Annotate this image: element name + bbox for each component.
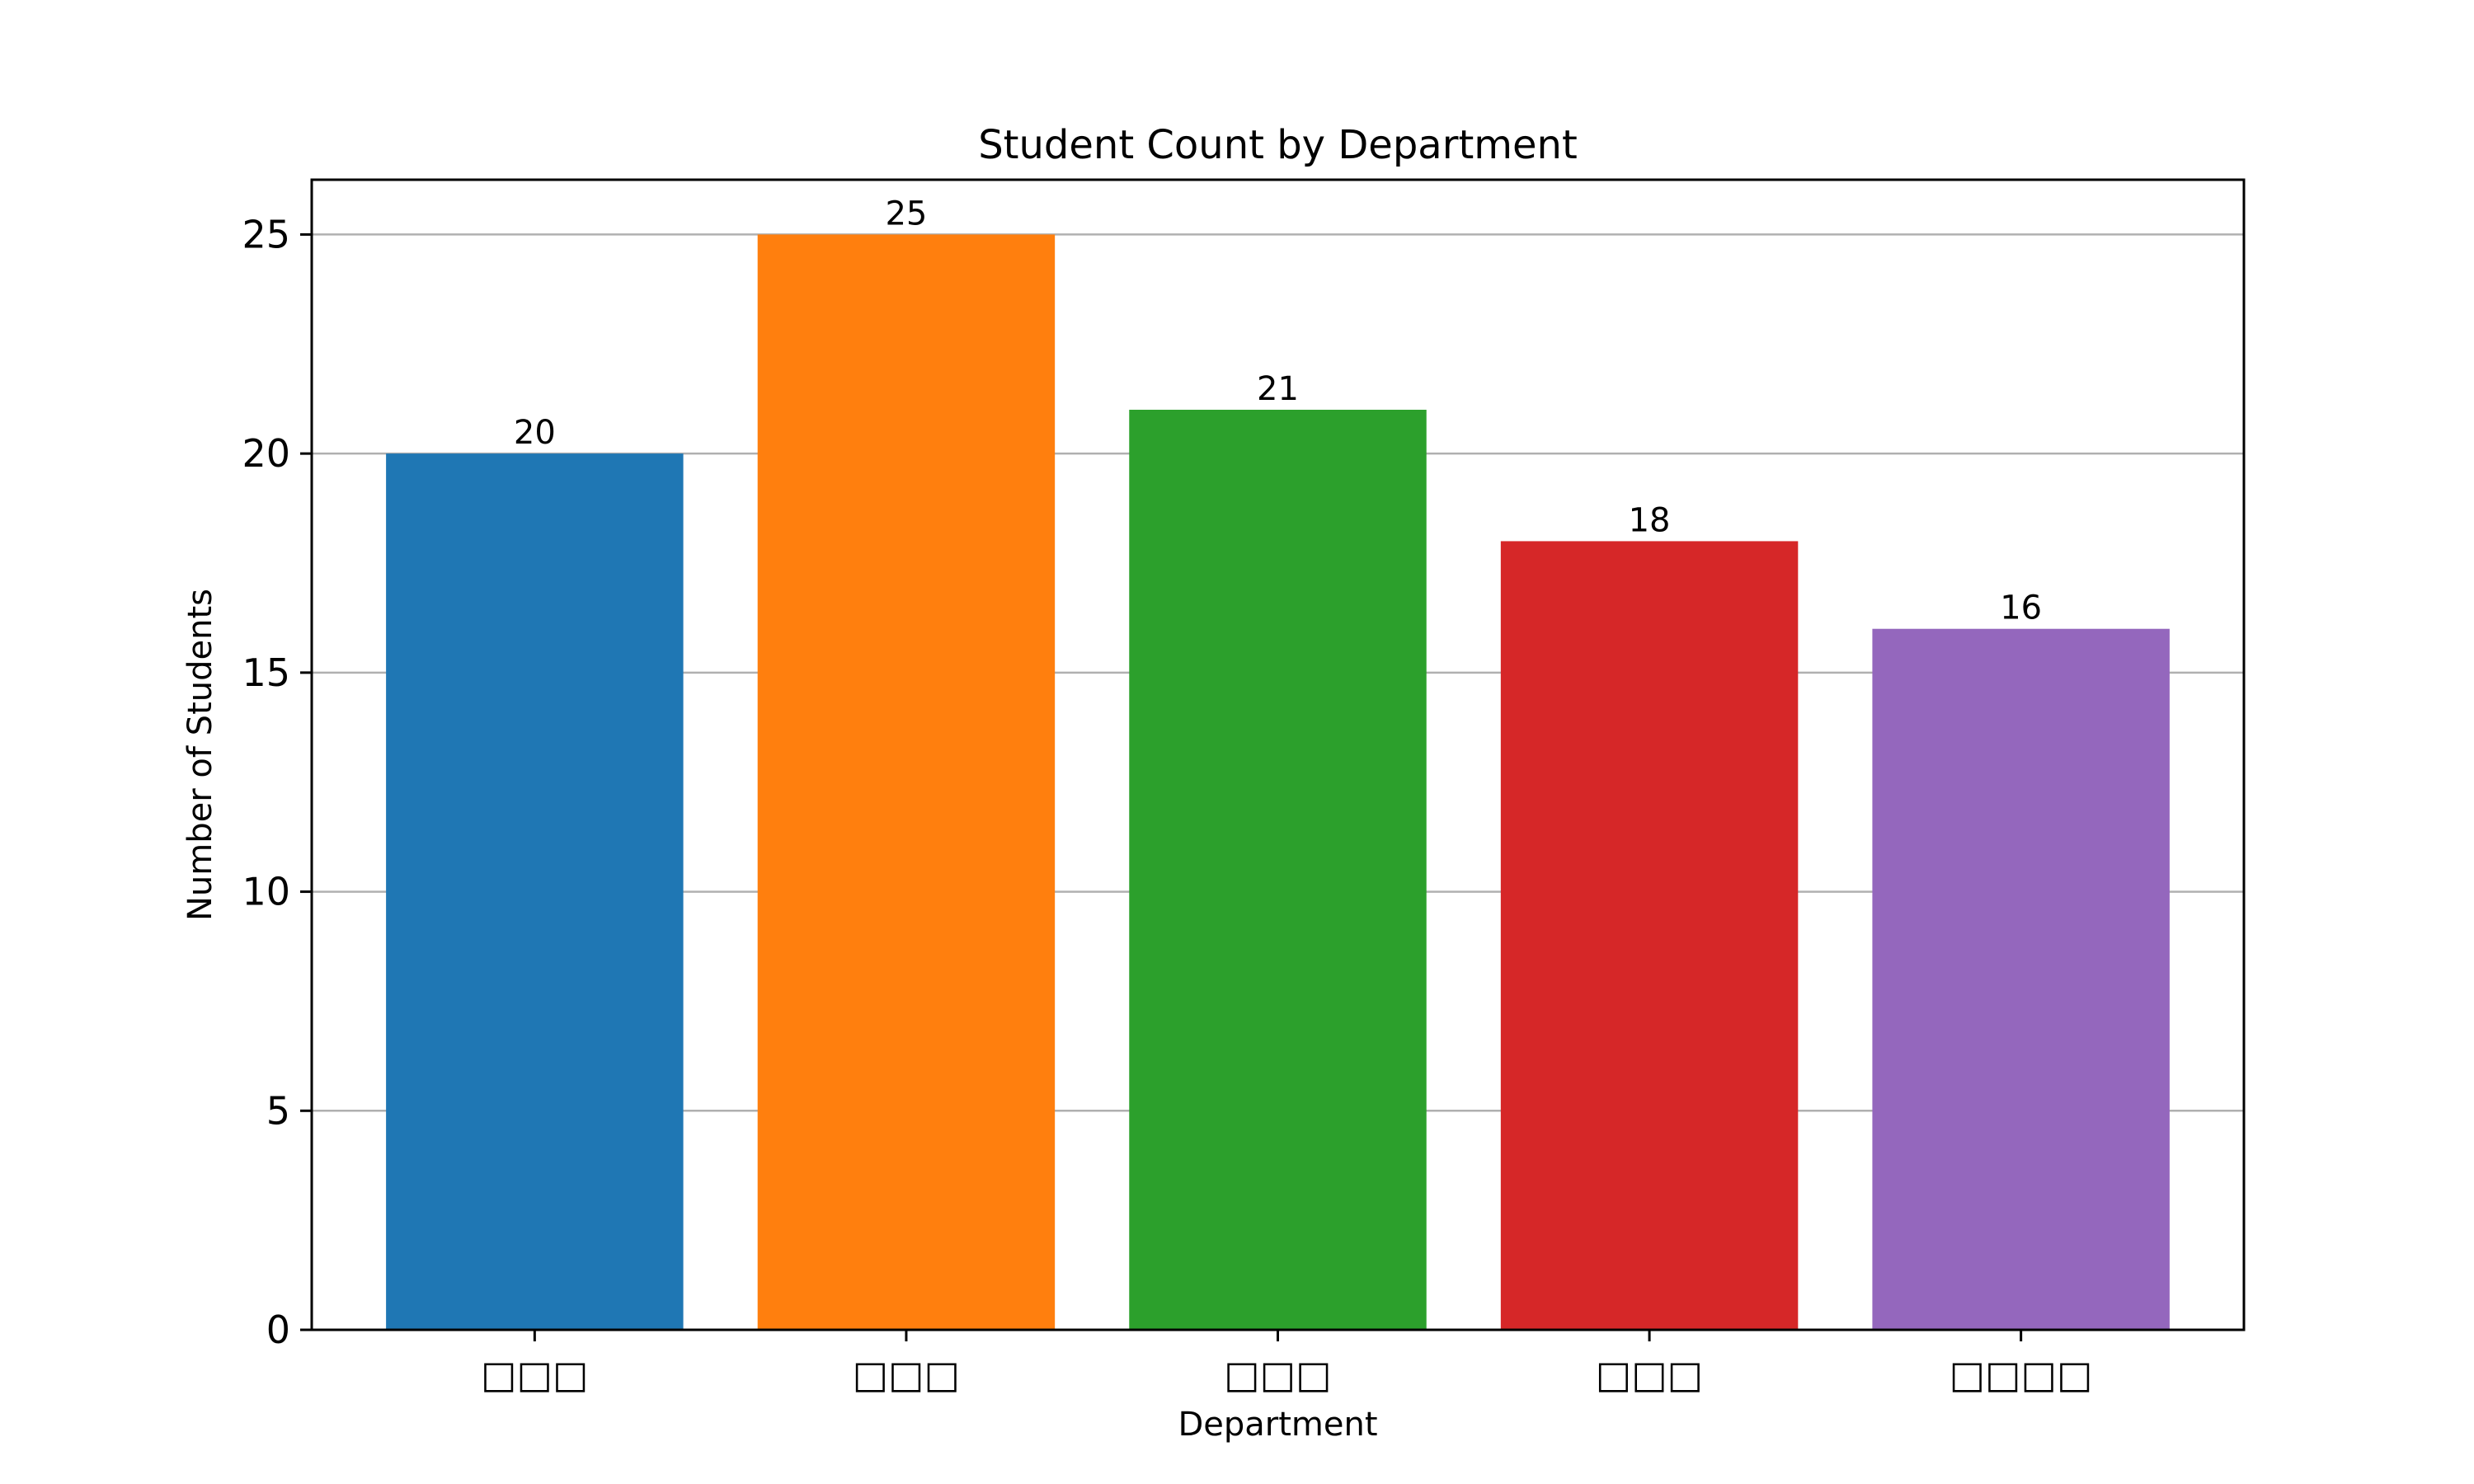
x-tick-label: □□□ [1224, 1352, 1331, 1397]
bar-value-label: 20 [514, 414, 556, 452]
value-labels: 20 25 21 18 16 [514, 195, 2042, 627]
y-tick-label: 10 [242, 870, 290, 914]
bar [1500, 541, 1799, 1330]
y-tick-label: 0 [266, 1308, 290, 1352]
bar [386, 453, 684, 1331]
y-tick-label: 5 [266, 1088, 290, 1133]
bar [757, 234, 1056, 1330]
x-axis-label: Department [1178, 1406, 1377, 1444]
y-tick-label: 15 [242, 650, 290, 695]
chart-title: Student Count by Department [978, 122, 1578, 168]
x-tick-label: □□□ [1596, 1352, 1703, 1397]
y-ticks: 0 5 10 15 20 25 [242, 212, 312, 1352]
x-tick-label: □□□ [481, 1352, 588, 1397]
x-tick-label: □□□□ [1950, 1352, 2093, 1397]
bar-value-label: 18 [1629, 501, 1671, 539]
bar-value-label: 25 [885, 195, 927, 232]
bar-value-label: 21 [1257, 370, 1299, 408]
x-ticks: □□□ □□□ □□□ □□□ □□□□ [481, 1330, 2093, 1397]
bar [1872, 628, 2170, 1330]
y-axis-label: Number of Students [181, 589, 219, 921]
x-tick-label: □□□ [853, 1352, 960, 1397]
y-tick-label: 20 [242, 431, 290, 476]
bar-value-label: 16 [2000, 589, 2042, 627]
bar [1129, 410, 1427, 1330]
y-tick-label: 25 [242, 212, 290, 256]
bars [386, 234, 2170, 1331]
